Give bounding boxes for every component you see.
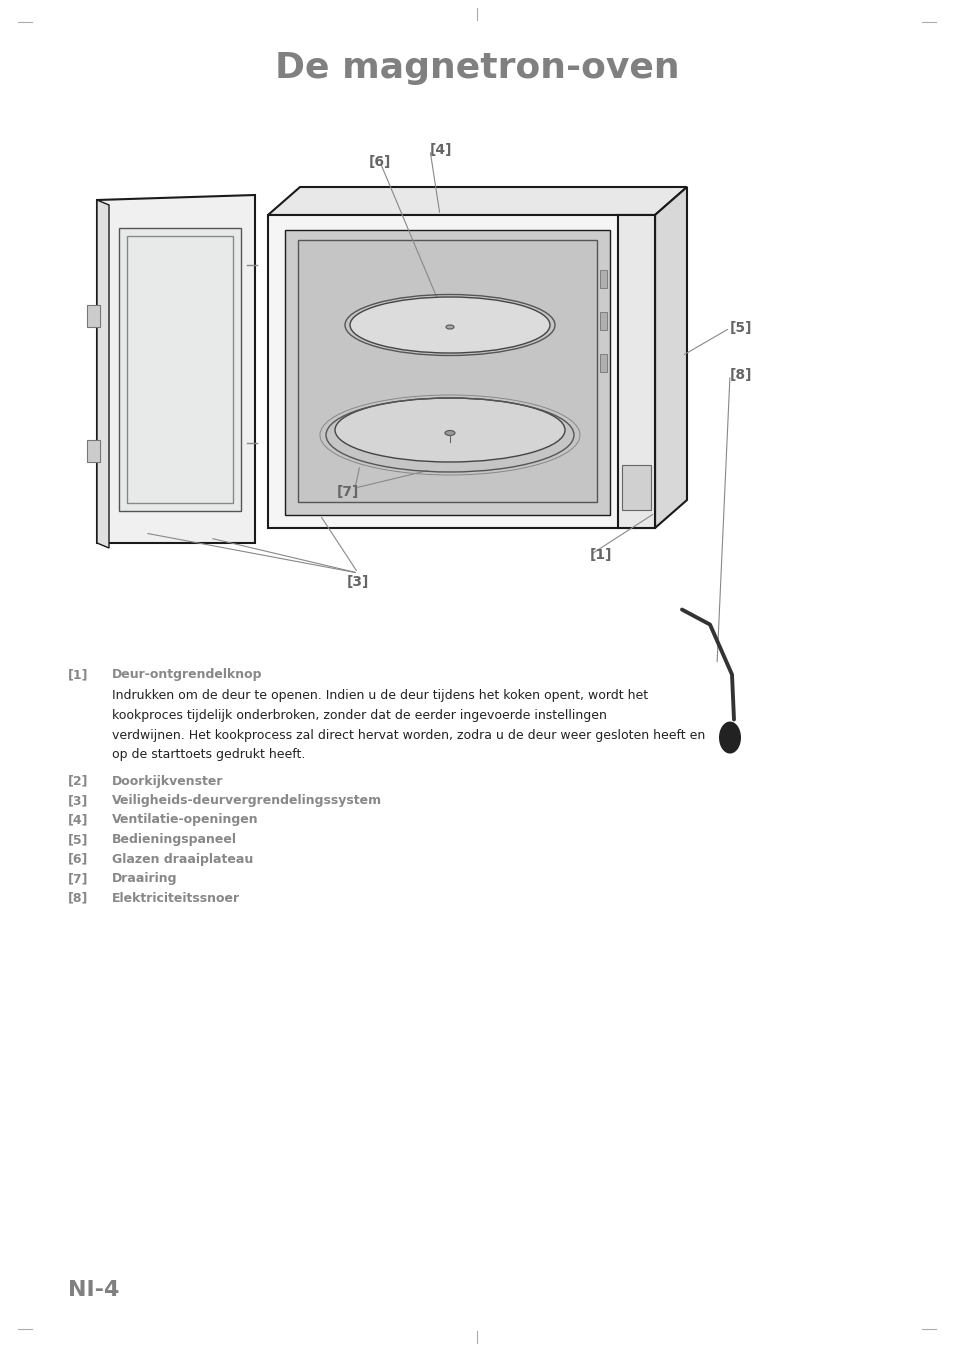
Text: Deur-ontgrendelknop: Deur-ontgrendelknop: [112, 667, 262, 681]
Bar: [87, 440, 100, 462]
Text: [7]: [7]: [336, 485, 359, 499]
Polygon shape: [97, 200, 109, 549]
Text: [3]: [3]: [68, 794, 89, 807]
Bar: [87, 305, 100, 327]
Text: [1]: [1]: [68, 667, 89, 681]
Bar: [285, 230, 609, 515]
Bar: [297, 240, 597, 503]
Text: [4]: [4]: [430, 143, 452, 157]
Text: De magnetron-oven: De magnetron-oven: [274, 51, 679, 85]
Text: [4]: [4]: [68, 813, 89, 827]
Text: [5]: [5]: [729, 322, 752, 335]
Text: Glazen draaiplateau: Glazen draaiplateau: [112, 852, 253, 866]
Text: [2]: [2]: [68, 774, 89, 788]
Text: [8]: [8]: [729, 367, 752, 382]
Polygon shape: [268, 186, 686, 215]
Bar: [618, 215, 655, 528]
Text: Indrukken om de deur te openen. Indien u de deur tijdens het koken opent, wordt : Indrukken om de deur te openen. Indien u…: [112, 689, 647, 703]
Text: Bedieningspaneel: Bedieningspaneel: [112, 834, 236, 846]
Text: [6]: [6]: [68, 852, 89, 866]
Text: [2]: [2]: [173, 388, 196, 403]
Polygon shape: [97, 195, 254, 543]
Ellipse shape: [335, 399, 564, 462]
Text: Veiligheids-deurvergrendelingssystem: Veiligheids-deurvergrendelingssystem: [112, 794, 382, 807]
Text: Doorkijkvenster: Doorkijkvenster: [112, 774, 223, 788]
Text: Ventilatie-openingen: Ventilatie-openingen: [112, 813, 258, 827]
Text: [3]: [3]: [347, 576, 369, 589]
Bar: [127, 236, 233, 503]
Text: [5]: [5]: [68, 834, 89, 846]
Polygon shape: [655, 186, 686, 528]
Ellipse shape: [350, 297, 550, 353]
Ellipse shape: [719, 721, 740, 754]
Bar: [268, 215, 655, 528]
Text: [8]: [8]: [68, 892, 89, 905]
Text: [7]: [7]: [68, 871, 89, 885]
Text: Elektriciteitssnoer: Elektriciteitssnoer: [112, 892, 240, 905]
Ellipse shape: [444, 431, 455, 435]
Ellipse shape: [446, 326, 454, 330]
Bar: [599, 354, 606, 372]
Text: Draairing: Draairing: [112, 871, 177, 885]
Bar: [599, 270, 606, 288]
Text: NI-4: NI-4: [68, 1279, 119, 1300]
Bar: [119, 228, 241, 511]
Text: kookproces tijdelijk onderbroken, zonder dat de eerder ingevoerde instellingen: kookproces tijdelijk onderbroken, zonder…: [112, 709, 606, 721]
Bar: [599, 312, 606, 330]
Text: [1]: [1]: [589, 549, 612, 562]
Bar: [621, 465, 650, 509]
Text: op de starttoets gedrukt heeft.: op de starttoets gedrukt heeft.: [112, 748, 305, 761]
Text: verdwijnen. Het kookprocess zal direct hervat worden, zodra u de deur weer geslo: verdwijnen. Het kookprocess zal direct h…: [112, 728, 704, 742]
Text: [6]: [6]: [369, 155, 391, 169]
